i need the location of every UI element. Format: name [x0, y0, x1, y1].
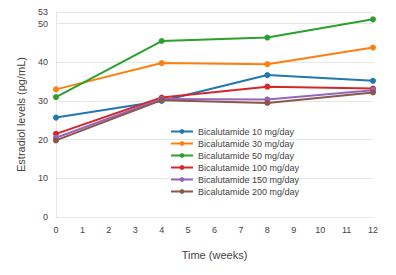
- svg-text:40: 40: [38, 57, 48, 67]
- svg-text:Bicalutamide 150 mg/day: Bicalutamide 150 mg/day: [198, 175, 300, 185]
- svg-text:9: 9: [291, 225, 296, 235]
- svg-text:Time (weeks): Time (weeks): [182, 249, 248, 261]
- svg-text:Bicalutamide 10 mg/day: Bicalutamide 10 mg/day: [198, 127, 295, 137]
- svg-text:3: 3: [133, 225, 138, 235]
- svg-text:0: 0: [53, 225, 58, 235]
- svg-text:1: 1: [80, 225, 85, 235]
- svg-text:Bicalutamide 30 mg/day: Bicalutamide 30 mg/day: [198, 139, 295, 149]
- svg-text:10: 10: [315, 225, 325, 235]
- svg-text:4: 4: [159, 225, 164, 235]
- svg-text:12: 12: [368, 225, 378, 235]
- svg-text:0: 0: [43, 212, 48, 222]
- svg-text:53: 53: [38, 7, 48, 17]
- svg-text:Estradiol levels (pg/mL): Estradiol levels (pg/mL): [15, 57, 27, 172]
- svg-text:11: 11: [342, 225, 351, 235]
- svg-text:10: 10: [38, 173, 48, 183]
- svg-text:30: 30: [38, 96, 48, 106]
- svg-text:20: 20: [38, 135, 48, 145]
- svg-text:7: 7: [238, 225, 243, 235]
- svg-text:50: 50: [38, 19, 48, 29]
- svg-text:Bicalutamide 50 mg/day: Bicalutamide 50 mg/day: [198, 151, 295, 161]
- svg-text:Bicalutamide 200 mg/day: Bicalutamide 200 mg/day: [198, 187, 300, 197]
- svg-text:8: 8: [265, 225, 270, 235]
- svg-text:5: 5: [186, 225, 191, 235]
- svg-text:6: 6: [212, 225, 217, 235]
- svg-text:2: 2: [106, 225, 111, 235]
- svg-text:Bicalutamide 100 mg/day: Bicalutamide 100 mg/day: [198, 163, 300, 173]
